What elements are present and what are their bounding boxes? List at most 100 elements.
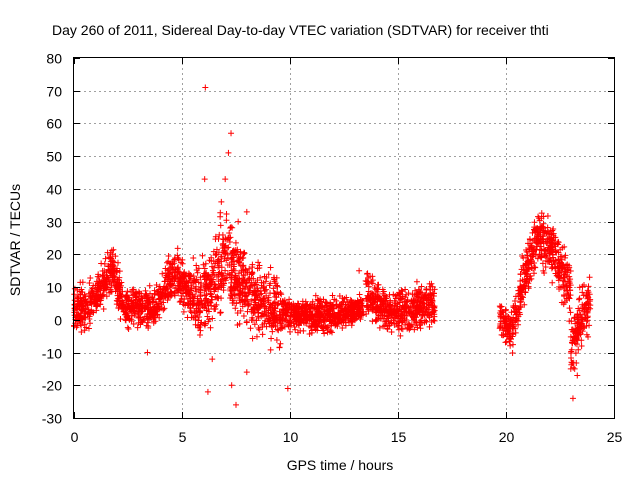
data-point: [404, 325, 411, 332]
data-point: [83, 324, 90, 331]
data-point: [367, 289, 374, 296]
x-tick-label: 20: [499, 429, 515, 445]
data-point: [123, 305, 130, 312]
data-point: [259, 321, 266, 328]
data-point: [237, 307, 244, 314]
data-point: [155, 288, 162, 295]
data-point: [230, 263, 237, 270]
data-point: [178, 277, 185, 284]
data-point: [352, 299, 359, 306]
data-point: [165, 253, 172, 260]
data-point: [334, 320, 341, 327]
data-point: [309, 302, 316, 309]
data-point: [398, 295, 405, 302]
data-point: [255, 309, 262, 316]
data-point: [499, 308, 506, 315]
data-point: [584, 287, 591, 294]
data-point: [408, 300, 415, 307]
data-point: [399, 288, 406, 295]
data-point: [144, 310, 151, 317]
data-point: [184, 295, 191, 302]
data-point: [329, 311, 336, 318]
data-point: [506, 332, 513, 339]
data-point: [299, 304, 306, 311]
data-point: [223, 217, 230, 224]
data-point: [577, 331, 584, 338]
data-point: [114, 284, 121, 291]
data-point: [402, 321, 409, 328]
data-point: [571, 314, 578, 321]
data-point: [256, 326, 263, 333]
data-point: [227, 224, 234, 231]
data-point: [73, 305, 80, 312]
data-point: [205, 308, 212, 315]
data-point: [260, 298, 267, 305]
data-point: [214, 295, 221, 302]
data-point: [277, 340, 284, 347]
data-point: [536, 246, 543, 253]
data-point: [179, 260, 186, 267]
y-tick-label: 10: [46, 280, 62, 296]
data-point: [369, 280, 376, 287]
data-point: [202, 276, 209, 283]
data-point: [263, 323, 270, 330]
data-point: [426, 323, 433, 330]
data-point: [314, 308, 321, 315]
data-point: [71, 291, 78, 298]
data-point: [193, 266, 200, 273]
data-point: [283, 312, 290, 319]
data-point: [212, 250, 219, 257]
data-point: [356, 267, 363, 274]
data-point: [261, 303, 268, 310]
data-point: [545, 228, 552, 235]
data-point: [560, 281, 567, 288]
y-tick-label: 60: [46, 116, 62, 132]
data-point: [284, 385, 291, 392]
data-point: [517, 271, 524, 278]
data-point: [74, 294, 81, 301]
data-point: [391, 314, 398, 321]
y-tick-label: 40: [46, 182, 62, 198]
data-point: [381, 308, 388, 315]
data-point: [76, 288, 83, 295]
data-point: [179, 281, 186, 288]
data-point: [161, 278, 168, 285]
data-point: [307, 313, 314, 320]
data-point: [519, 277, 526, 284]
data-point: [292, 310, 299, 317]
data-point: [100, 306, 107, 313]
data-point: [564, 283, 571, 290]
x-tick-label: 10: [283, 429, 299, 445]
data-point: [292, 326, 299, 333]
data-point: [320, 324, 327, 331]
data-point: [554, 264, 561, 271]
data-point: [202, 302, 209, 309]
data-point: [257, 274, 264, 281]
data-point: [531, 219, 538, 226]
data-point: [122, 317, 129, 324]
data-point: [240, 313, 247, 320]
data-point: [556, 269, 563, 276]
data-point: [396, 299, 403, 306]
data-point: [188, 309, 195, 316]
data-point: [543, 240, 550, 247]
data-point: [328, 320, 335, 327]
data-point: [373, 318, 380, 325]
data-point: [521, 282, 528, 289]
axis-ticks: 0 5 10 15 20 25 -30 -20 -10 0 10 20 30 40 50 60 70 80: [42, 51, 623, 446]
data-point: [228, 382, 235, 389]
data-point: [383, 318, 390, 325]
data-point: [236, 276, 243, 283]
data-point: [151, 314, 158, 321]
data-point: [180, 301, 187, 308]
data-point: [517, 303, 524, 310]
data-point: [251, 321, 258, 328]
data-point: [113, 301, 120, 308]
data-point: [356, 304, 363, 311]
data-point: [549, 263, 556, 270]
data-point: [585, 283, 592, 290]
data-point: [198, 284, 205, 291]
data-point: [338, 319, 345, 326]
data-point: [540, 220, 547, 227]
data-point: [115, 283, 122, 290]
